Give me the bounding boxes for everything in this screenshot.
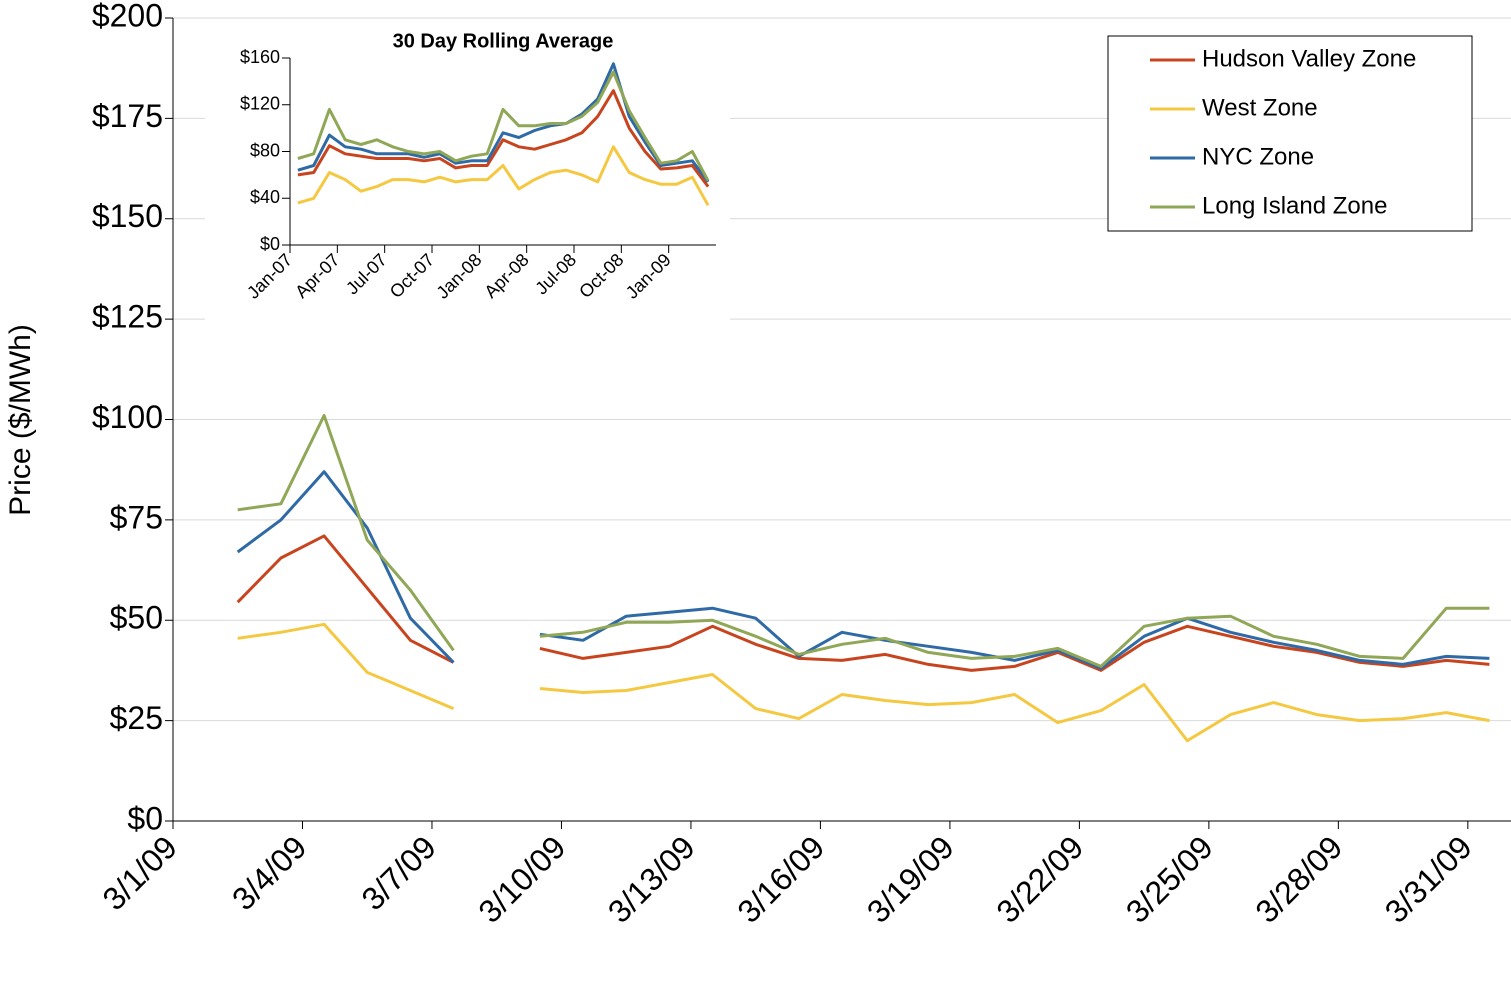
x-tick-label: 3/19/09: [860, 829, 961, 930]
y-tick-label: $125: [92, 299, 163, 335]
y-tick-label: $75: [110, 499, 163, 535]
x-tick-label: 3/25/09: [1119, 829, 1220, 930]
legend-label: NYC Zone: [1202, 143, 1314, 170]
x-tick-label: 3/22/09: [989, 829, 1090, 930]
series-line: [236, 534, 1490, 672]
legend-label: Long Island Zone: [1202, 192, 1387, 219]
legend-box: [1107, 35, 1473, 232]
series-line: [237, 622, 1490, 743]
legend-label: West Zone: [1202, 94, 1318, 121]
series-line: [236, 470, 1490, 670]
series-line: [297, 89, 710, 188]
x-tick-label: 3/13/09: [601, 829, 702, 930]
x-tick-label: 3/4/09: [225, 829, 313, 917]
y-tick-label: $0: [127, 800, 163, 836]
series-line: [237, 414, 1490, 668]
y-tick-label: $150: [92, 198, 163, 234]
y-tick-label: $25: [110, 700, 163, 736]
x-tick-label: 3/16/09: [730, 829, 831, 930]
x-tick-label: 3/28/09: [1248, 829, 1349, 930]
series-line: [297, 145, 710, 207]
x-tick-label: 3/31/09: [1378, 829, 1479, 930]
chart-title: 30 Day Rolling Average: [393, 30, 614, 52]
series-line: [297, 62, 710, 183]
x-tick-label: 3/1/09: [96, 829, 184, 917]
x-tick-label: 3/10/09: [471, 829, 572, 930]
y-tick-label: $0: [260, 234, 280, 254]
inset-background: [205, 28, 730, 323]
y-axis-label: Price ($/MWh): [4, 324, 37, 516]
x-tick-label: 3/7/09: [355, 829, 443, 917]
y-tick-label: $40: [250, 187, 280, 207]
series-line: [297, 70, 710, 182]
y-tick-label: $100: [92, 399, 163, 435]
y-tick-label: $80: [250, 140, 280, 160]
y-tick-label: $175: [92, 98, 163, 134]
legend-label: Hudson Valley Zone: [1202, 45, 1416, 72]
y-tick-label: $50: [110, 600, 163, 636]
y-tick-label: $120: [240, 94, 280, 114]
y-tick-label: $200: [92, 0, 163, 33]
y-tick-label: $160: [240, 47, 280, 67]
